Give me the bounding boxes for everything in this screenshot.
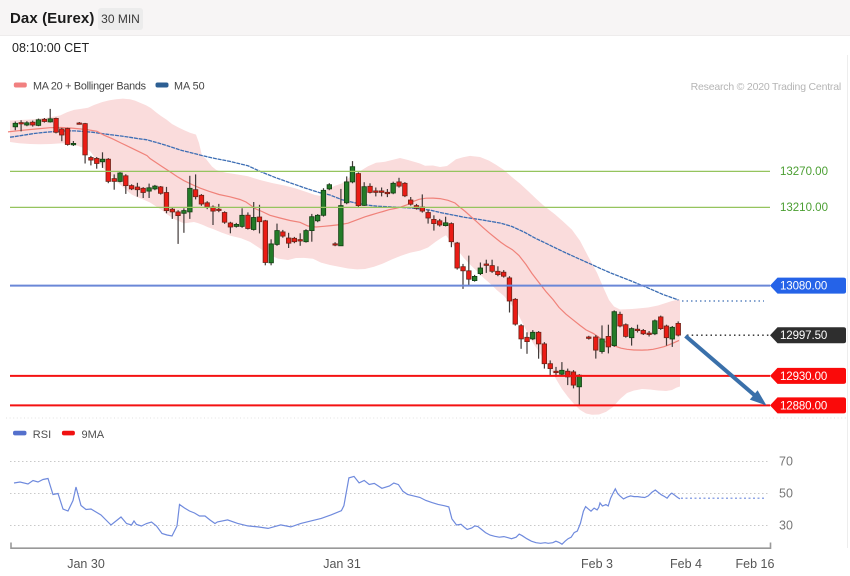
- svg-text:13270.00: 13270.00: [780, 166, 828, 178]
- svg-text:MA 20 + Bollinger Bands: MA 20 + Bollinger Bands: [33, 81, 147, 93]
- svg-text:13080.00: 13080.00: [780, 281, 827, 293]
- svg-text:Jan 31: Jan 31: [323, 557, 361, 571]
- svg-text:Research © 2020 Trading Centra: Research © 2020 Trading Central: [691, 81, 841, 93]
- svg-text:12997.50: 12997.50: [780, 330, 827, 342]
- svg-text:Feb 16: Feb 16: [736, 557, 775, 571]
- svg-text:9MA: 9MA: [82, 429, 105, 441]
- svg-text:50: 50: [779, 487, 793, 501]
- svg-text:Feb 3: Feb 3: [581, 557, 613, 571]
- svg-text:12880.00: 12880.00: [780, 400, 827, 412]
- svg-text:Feb 4: Feb 4: [670, 557, 702, 571]
- svg-text:13210.00: 13210.00: [780, 202, 828, 214]
- svg-text:Jan 30: Jan 30: [67, 557, 105, 571]
- svg-text:30: 30: [779, 519, 793, 533]
- svg-text:RSI: RSI: [33, 429, 51, 441]
- svg-text:MA 50: MA 50: [174, 81, 205, 93]
- svg-text:12930.00: 12930.00: [780, 371, 827, 383]
- svg-text:70: 70: [779, 455, 793, 469]
